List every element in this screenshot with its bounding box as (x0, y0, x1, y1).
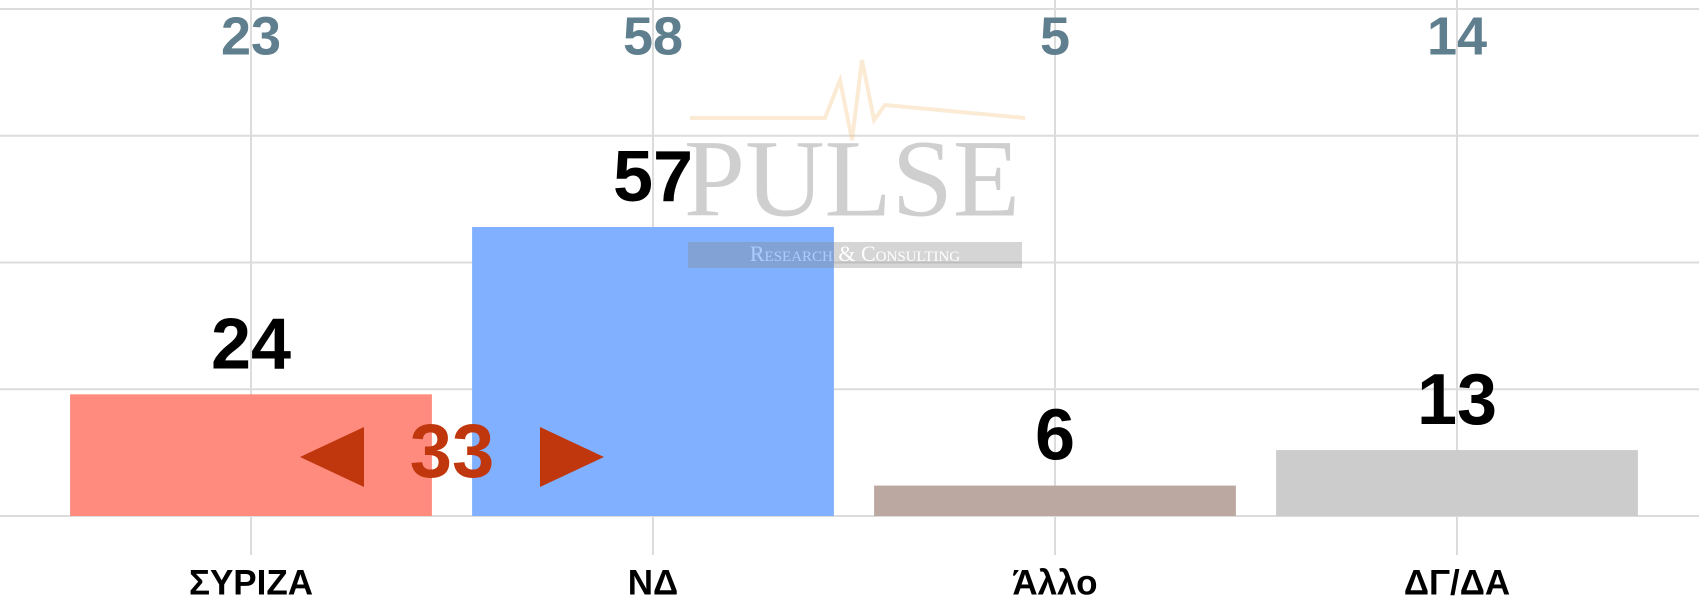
value-label: 57 (613, 137, 693, 217)
x-tick-label: ΝΔ (628, 563, 678, 601)
x-tick-label: ΔΓ/ΔΑ (1404, 563, 1510, 601)
watermark-title: PULSE (684, 117, 1020, 239)
value-label: 24 (211, 304, 291, 384)
comparison-label: 58 (623, 6, 683, 66)
comparison-label: 5 (1040, 6, 1070, 66)
watermark: PULSE Research & Consulting (684, 59, 1026, 268)
watermark-band (688, 242, 1022, 268)
annotation-arrow-right (540, 427, 604, 487)
bar (874, 485, 1236, 516)
annotation-arrow-left (300, 427, 364, 487)
comparison-label: 14 (1427, 6, 1487, 66)
bar (472, 227, 834, 516)
x-tick-label: ΣΥΡΙΖΑ (189, 563, 313, 601)
value-label: 13 (1417, 360, 1497, 440)
annotation: 33 (410, 409, 495, 494)
watermark-subtitle: Research & Consulting (750, 241, 960, 266)
bar (70, 394, 432, 516)
x-tick-label: Άλλο (1012, 563, 1097, 601)
comparison-label: 23 (221, 6, 281, 66)
watermark-pulse-line (690, 59, 1026, 141)
value-label: 6 (1035, 396, 1075, 476)
bar (1276, 450, 1638, 516)
